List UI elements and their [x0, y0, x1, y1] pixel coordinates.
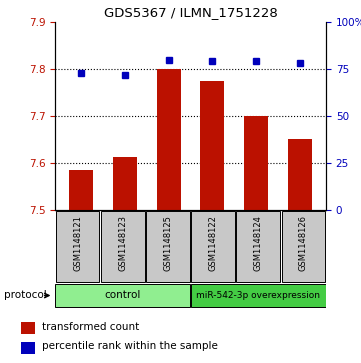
Bar [288, 139, 312, 210]
Text: transformed count: transformed count [42, 322, 139, 332]
Bar [236, 211, 280, 282]
Text: GSM1148124: GSM1148124 [254, 215, 263, 271]
Bar [282, 211, 325, 282]
Title: GDS5367 / ILMN_1751228: GDS5367 / ILMN_1751228 [104, 7, 277, 20]
Bar [21, 342, 35, 354]
Bar [21, 322, 35, 334]
Text: control: control [105, 290, 141, 301]
Bar [113, 157, 137, 210]
Bar [101, 211, 145, 282]
Bar [56, 211, 100, 282]
Text: miR-542-3p overexpression: miR-542-3p overexpression [196, 291, 320, 300]
Bar [244, 116, 268, 210]
Text: GSM1148122: GSM1148122 [209, 215, 218, 271]
Bar [55, 284, 190, 307]
Text: GSM1148121: GSM1148121 [73, 215, 82, 271]
Bar [200, 81, 225, 210]
Text: percentile rank within the sample: percentile rank within the sample [42, 341, 218, 351]
Text: GSM1148125: GSM1148125 [164, 215, 173, 271]
Bar [191, 211, 235, 282]
Text: GSM1148123: GSM1148123 [118, 215, 127, 271]
Bar [191, 284, 326, 307]
Bar [157, 69, 180, 210]
Bar [146, 211, 190, 282]
Text: protocol: protocol [4, 290, 47, 300]
Bar [69, 170, 93, 210]
Text: GSM1148126: GSM1148126 [299, 215, 308, 271]
